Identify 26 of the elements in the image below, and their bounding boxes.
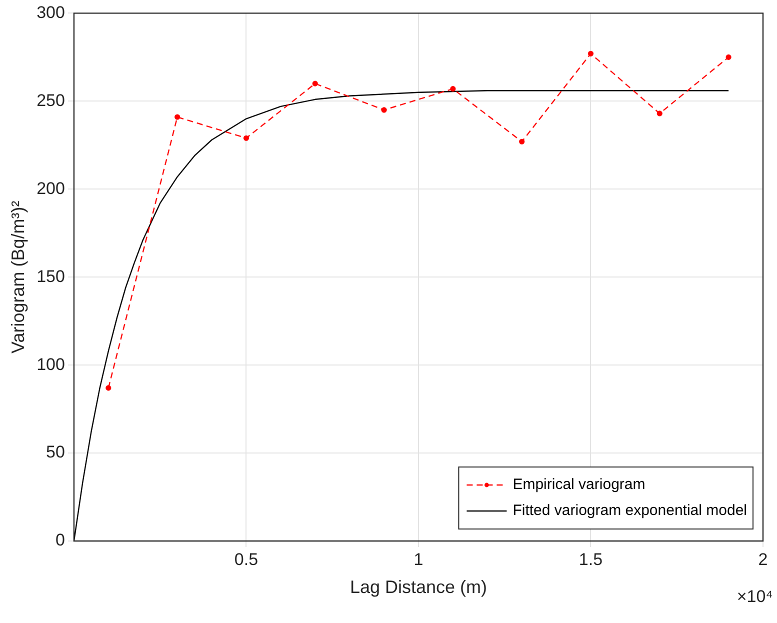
x-axis-title: Lag Distance (m) xyxy=(350,577,488,598)
y-tick-label: 100 xyxy=(36,354,65,374)
point xyxy=(312,80,318,86)
point xyxy=(519,138,525,144)
legend-label: Fitted variogram exponential model xyxy=(512,502,748,520)
x-tick-label: 1.5 xyxy=(578,550,603,569)
point xyxy=(106,385,112,391)
y-axis-title: Variogram (Bq/m³)² xyxy=(8,200,28,354)
legend-label: Empirical variogram xyxy=(512,476,646,494)
point xyxy=(450,86,456,92)
point xyxy=(588,50,594,56)
point xyxy=(381,107,387,113)
text: ×10⁴ xyxy=(736,587,773,606)
x-tick-label: 2 xyxy=(758,550,768,569)
y-tick-label: 300 xyxy=(36,2,65,22)
point xyxy=(726,54,732,60)
y-tick-label: 50 xyxy=(46,442,65,462)
point xyxy=(243,135,250,141)
y-tick-label: 150 xyxy=(36,266,65,286)
y-tick-label: 200 xyxy=(36,178,65,198)
point xyxy=(656,110,662,116)
x-tick-label: 0.5 xyxy=(234,550,258,569)
point xyxy=(174,114,180,120)
y-tick-label: 250 xyxy=(36,90,65,110)
x-tick-label: 1 xyxy=(414,550,424,569)
y-tick-label: 0 xyxy=(55,530,65,550)
